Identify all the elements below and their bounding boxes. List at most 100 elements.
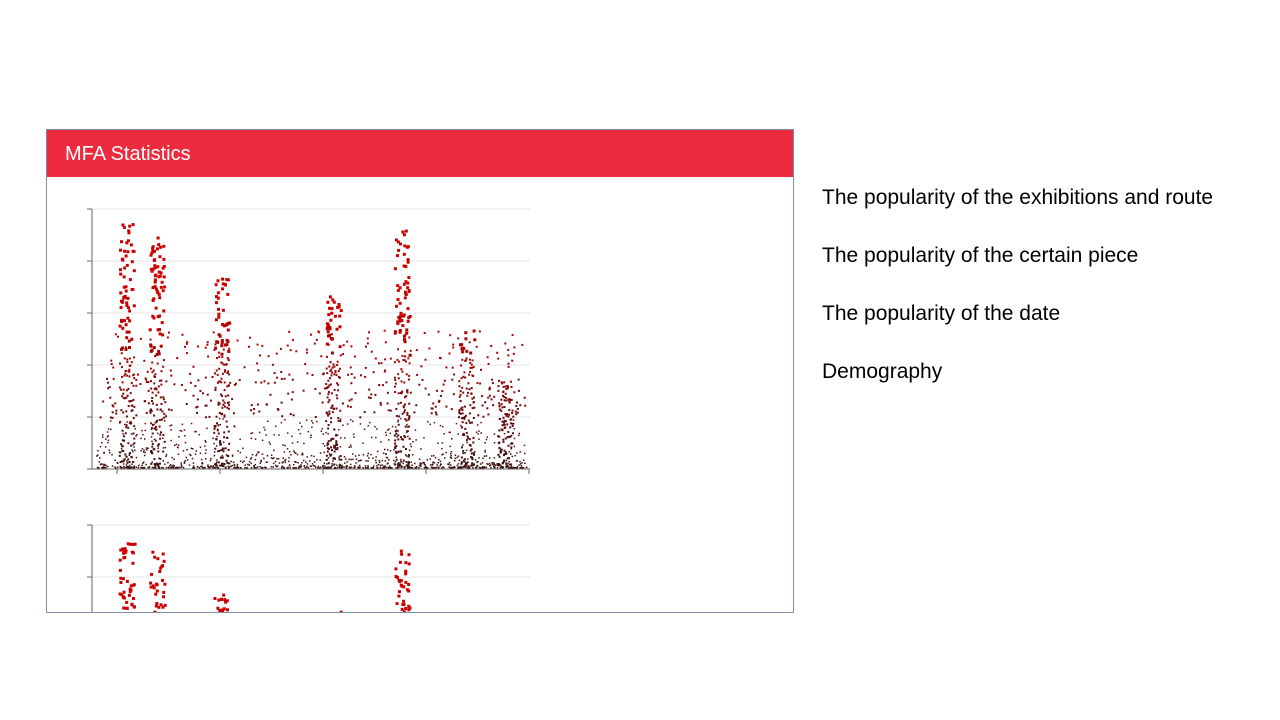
scatter-point bbox=[130, 361, 133, 364]
scatter-point bbox=[152, 369, 155, 372]
scatter-point bbox=[502, 394, 504, 397]
scatter-point bbox=[213, 348, 216, 351]
scatter-point bbox=[448, 352, 451, 355]
scatter-point bbox=[153, 423, 155, 426]
scatter-point bbox=[329, 318, 333, 322]
scatter-point bbox=[261, 439, 264, 442]
scatter-point bbox=[331, 366, 334, 369]
scatter-point bbox=[280, 371, 283, 373]
scatter-point bbox=[102, 400, 105, 403]
scatter-point bbox=[372, 371, 375, 374]
scatter-point bbox=[466, 435, 469, 438]
scatter-point bbox=[146, 449, 148, 451]
scatter-point bbox=[154, 464, 157, 467]
scatter-point bbox=[261, 453, 264, 455]
scatter-point bbox=[158, 274, 162, 278]
scatter-point bbox=[158, 296, 162, 300]
scatter-point bbox=[160, 280, 164, 284]
scatter-point bbox=[327, 462, 330, 465]
scatter-point bbox=[328, 365, 331, 368]
scatter-point bbox=[325, 327, 329, 331]
scatter-point bbox=[127, 229, 131, 233]
scatter-point bbox=[166, 336, 169, 339]
scatter-point bbox=[471, 366, 474, 369]
scatter-point bbox=[358, 467, 361, 469]
scatter-point bbox=[98, 461, 100, 463]
scatter-point bbox=[333, 365, 336, 368]
scatter-point bbox=[310, 434, 312, 437]
scatter-point bbox=[477, 460, 479, 463]
scatter-point bbox=[303, 442, 305, 445]
scatter-point bbox=[218, 367, 221, 370]
scatter-point bbox=[424, 387, 427, 390]
scatter-point bbox=[125, 606, 129, 610]
scatter-point bbox=[368, 388, 371, 391]
scatter-point bbox=[459, 465, 462, 468]
scatter-point bbox=[480, 467, 482, 469]
scatter-point bbox=[471, 359, 474, 362]
scatter-point bbox=[286, 448, 289, 450]
scatter-point bbox=[121, 439, 124, 442]
scatter-point bbox=[174, 467, 177, 469]
scatter-point bbox=[394, 442, 397, 445]
scatter-point bbox=[161, 410, 164, 413]
scatter-point bbox=[504, 385, 507, 388]
scatter-point bbox=[296, 453, 299, 456]
scatter-point bbox=[149, 585, 153, 589]
scatter-point bbox=[462, 444, 464, 446]
scatter-point bbox=[404, 436, 407, 439]
scatter-point bbox=[141, 464, 143, 467]
scatter-point bbox=[126, 421, 128, 423]
scatter-point bbox=[339, 418, 342, 420]
scatter-point bbox=[151, 424, 154, 426]
scatter-point bbox=[357, 460, 360, 462]
scatter-point bbox=[503, 396, 506, 398]
scatter-point bbox=[375, 462, 377, 464]
scatter-point bbox=[227, 465, 229, 468]
scatter-point bbox=[225, 343, 229, 347]
scatter-point bbox=[157, 270, 161, 274]
scatter-point bbox=[253, 465, 255, 468]
scatter-point bbox=[470, 387, 473, 390]
scatter-point bbox=[122, 450, 125, 452]
scatter-point bbox=[397, 423, 400, 426]
scatter-point bbox=[376, 465, 378, 467]
scatter-point bbox=[330, 333, 333, 336]
scatter-point bbox=[121, 375, 124, 378]
scatter-point bbox=[407, 276, 411, 279]
scatter-point bbox=[396, 358, 399, 361]
scatter-point bbox=[445, 405, 448, 408]
scatter-point bbox=[162, 590, 166, 594]
scatter-point bbox=[282, 444, 284, 446]
scatter-point bbox=[515, 467, 518, 469]
scatter-point bbox=[313, 342, 316, 345]
scatter-point bbox=[503, 381, 506, 384]
scatter-point bbox=[504, 420, 507, 423]
scatter-point bbox=[264, 466, 266, 469]
scatter-point bbox=[464, 359, 467, 362]
scatter-point bbox=[367, 466, 369, 469]
scatter-point bbox=[403, 290, 407, 294]
scatter-point bbox=[403, 359, 406, 362]
scatter-point bbox=[452, 466, 454, 469]
scatter-point bbox=[163, 359, 165, 362]
scatter-point bbox=[367, 425, 369, 427]
scatter-point bbox=[271, 363, 274, 366]
scatter-point bbox=[431, 455, 433, 457]
scatter-point bbox=[403, 296, 407, 300]
scatter-point bbox=[465, 463, 468, 465]
scatter-point bbox=[294, 460, 296, 463]
scatter-point bbox=[457, 433, 459, 435]
scatter-point bbox=[519, 467, 521, 469]
scatter-point bbox=[239, 451, 242, 454]
scatter-point bbox=[493, 462, 495, 464]
scatter-point bbox=[218, 380, 220, 383]
scatter-point bbox=[151, 397, 154, 399]
scatter-point bbox=[163, 582, 167, 586]
scatter-point bbox=[503, 406, 506, 408]
scatter-point bbox=[278, 462, 281, 464]
scatter-point bbox=[110, 428, 112, 431]
scatter-point bbox=[242, 447, 244, 450]
scatter-point bbox=[471, 407, 474, 410]
scatter-point bbox=[420, 448, 422, 450]
